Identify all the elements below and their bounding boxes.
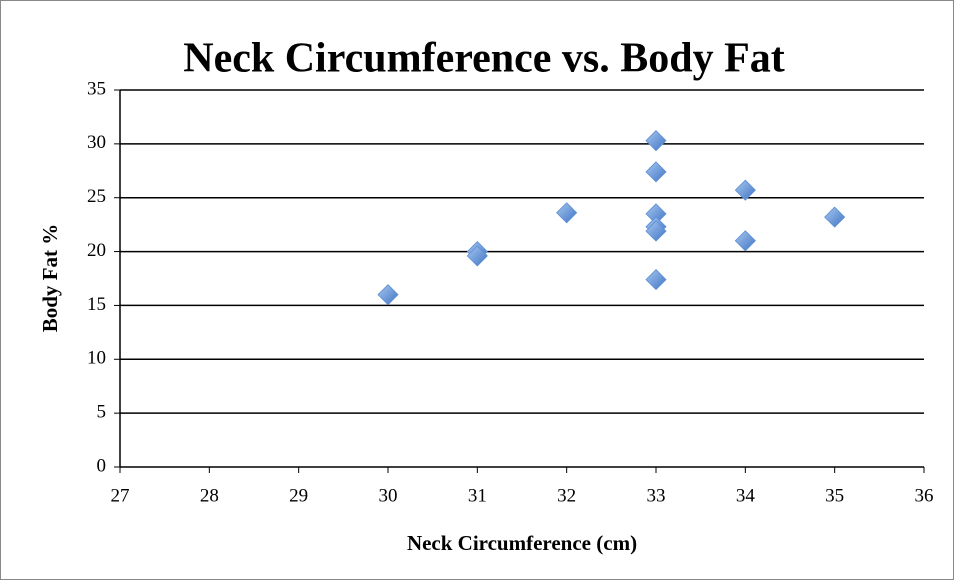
x-tick-label: 36: [915, 485, 934, 506]
x-axis-label: Neck Circumference (cm): [407, 531, 637, 555]
point: [645, 161, 667, 183]
chart-title: Neck Circumference vs. Body Fat: [183, 36, 785, 82]
x-tick-label: 27: [111, 485, 130, 506]
point: [645, 130, 667, 152]
x-tick-label: 35: [825, 485, 844, 506]
y-tick-label: 20: [87, 240, 106, 261]
y-axis-label: Body Fat %: [38, 224, 62, 333]
y-tick-label: 30: [87, 132, 106, 153]
y-tick-label: 15: [87, 294, 106, 315]
x-tick-label: 32: [557, 485, 576, 506]
point: [824, 206, 846, 228]
x-tick-label: 28: [200, 485, 219, 506]
point: [645, 269, 667, 291]
point: [377, 284, 399, 306]
x-tick-label: 31: [468, 485, 487, 506]
point: [734, 179, 756, 201]
point: [466, 245, 488, 267]
x-tick-label: 30: [379, 485, 398, 506]
point: [556, 202, 578, 224]
x-tick-label: 33: [647, 485, 666, 506]
y-tick-label: 0: [97, 455, 107, 476]
y-tick-label: 10: [87, 348, 106, 369]
y-tick-label: 5: [97, 402, 107, 423]
x-tick-label: 29: [289, 485, 308, 506]
y-tick-label: 25: [87, 186, 106, 207]
point: [734, 230, 756, 252]
point: [645, 220, 667, 242]
x-tick-label: 34: [736, 485, 756, 506]
y-tick-label: 35: [87, 78, 106, 99]
